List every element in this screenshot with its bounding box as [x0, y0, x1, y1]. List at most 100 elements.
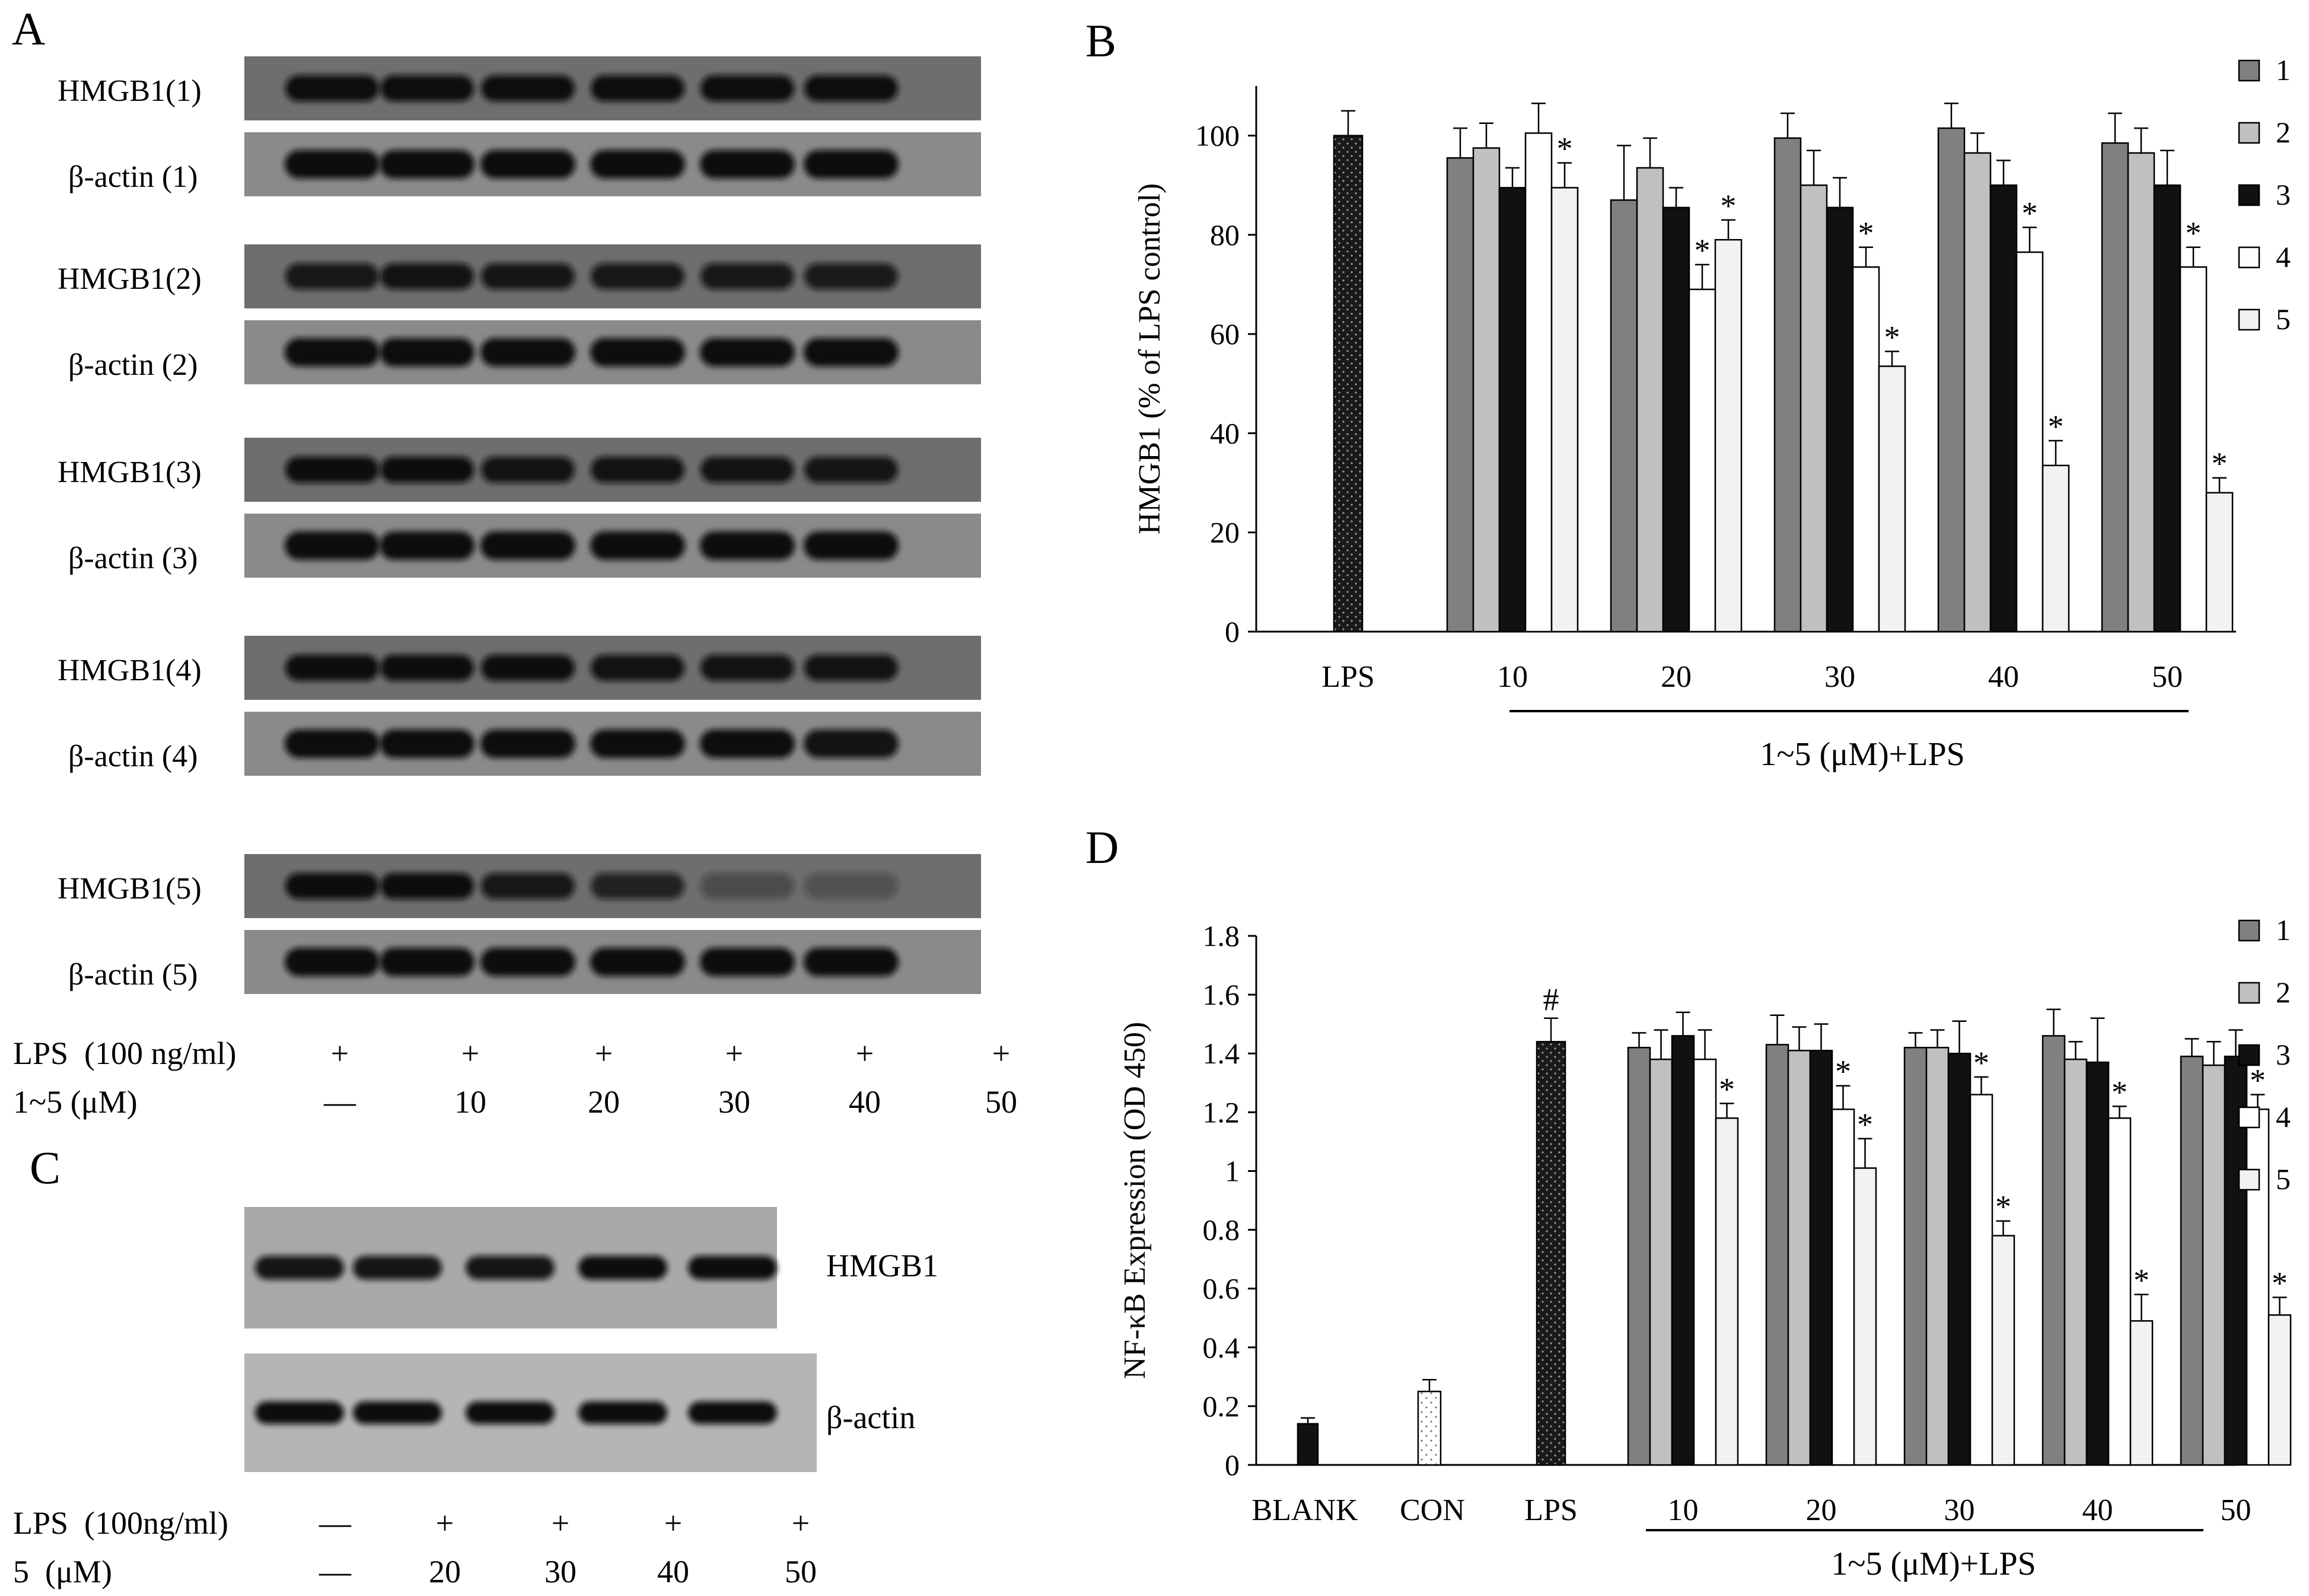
band: [591, 457, 684, 483]
panel-b-letter: B: [1085, 15, 1116, 66]
lps-plus-mark: +: [331, 1036, 349, 1071]
band: [480, 729, 575, 758]
y-tick-label: 0: [1225, 615, 1240, 648]
panel-a-blots: HMGB1(1) β-actin (1) HMGB1(2) β-actin (2) HM…: [58, 56, 981, 994]
band: [380, 150, 474, 179]
bar-series-1: [2180, 1055, 2204, 1466]
blot-hmgb1-label: HMGB1(3): [58, 455, 202, 489]
significance-star: *: [1719, 1071, 1735, 1107]
bar-series-5: [1991, 1235, 2015, 1466]
chart-b: 0 20 40 60 80 100 HMGB1 (% of LPS control) LPS *…: [1133, 53, 2291, 773]
panel-a-treatment-rows: LPS (100 ng/ml) 1~5 (μM) + + + + + + — 10 20 30 40…: [13, 1036, 1017, 1120]
legend-swatch-1: [2238, 59, 2260, 82]
bar-series-2: [2202, 1064, 2226, 1466]
x-category-label: LPS: [1524, 1493, 1578, 1527]
dose-value: 50: [785, 1554, 817, 1589]
x-category-label: 40: [1988, 660, 2019, 694]
band: [380, 655, 474, 681]
bar-series-5: [1853, 1167, 1877, 1466]
legend-label: 1: [2276, 913, 2291, 947]
band: [481, 873, 575, 899]
panel-a-row-values: + + + + + + — 10 20 30 40 50: [323, 1036, 1017, 1120]
band: [591, 655, 684, 681]
band: [804, 150, 899, 179]
blot-hmgb1-1: [244, 56, 981, 120]
bar-series-3: [2224, 1055, 2248, 1466]
band: [590, 531, 685, 560]
legend-label: 2: [2276, 116, 2291, 149]
band: [578, 1401, 667, 1424]
significance-star: *: [1835, 1054, 1851, 1090]
significance-star: *: [1695, 232, 1711, 268]
band: [804, 655, 898, 681]
blot-actin-label: β-actin (5): [68, 958, 198, 992]
legend-swatch-4: [2238, 1106, 2260, 1129]
blot-actin-1: [244, 132, 981, 196]
bar-series-5: [1715, 1117, 1739, 1466]
blot-actin-label: β-actin (1): [68, 160, 198, 194]
band: [380, 457, 474, 483]
bar-series-2: [1787, 1050, 1811, 1466]
bar-series-3: [1989, 184, 2018, 633]
band: [481, 655, 575, 681]
legend-swatch-3: [2238, 184, 2260, 206]
y-tick-label: 1.8: [1203, 919, 1240, 952]
legend-swatch-4: [2238, 246, 2260, 269]
control-bar: [1417, 1390, 1442, 1466]
x-category-label: 20: [1806, 1493, 1837, 1527]
bar-series-5: [1878, 365, 1906, 633]
bar-series-4: [2246, 1108, 2270, 1466]
blot-c-actin: [244, 1353, 817, 1472]
band: [480, 338, 575, 367]
bar-series-1: [1610, 199, 1638, 633]
blot-hmgb1-label: HMGB1(5): [58, 872, 202, 906]
panel-c-actin-label: β-actin: [826, 1400, 915, 1435]
band: [688, 1256, 777, 1280]
legend-label: 1: [2276, 53, 2291, 87]
band: [700, 75, 794, 101]
bar-series-4: [1524, 132, 1553, 633]
blot-c-hmgb1: [244, 1207, 777, 1329]
band: [380, 75, 474, 101]
bar-series-4: [2015, 251, 2044, 633]
dose-value: 40: [657, 1554, 689, 1589]
bar-series-1: [1765, 1044, 1789, 1466]
dose-value: —: [323, 1084, 356, 1120]
bar-series-2: [1925, 1047, 1950, 1466]
band: [380, 338, 474, 367]
dose-value: 30: [544, 1554, 577, 1589]
band: [285, 948, 380, 976]
legend-swatch-3: [2238, 1044, 2260, 1066]
band: [480, 948, 575, 976]
band: [700, 150, 795, 179]
significance-star: *: [2022, 195, 2038, 231]
band: [480, 150, 575, 179]
band: [590, 150, 685, 179]
bar-series-1: [1627, 1047, 1651, 1466]
band: [700, 263, 794, 289]
band: [591, 75, 684, 101]
significance-star: *: [2048, 409, 2064, 444]
x-category-label: BLANK: [1251, 1493, 1358, 1527]
band: [255, 1256, 344, 1280]
band: [700, 338, 795, 367]
bar-series-4: [1693, 1058, 1717, 1466]
x-category-label: 10: [1497, 660, 1528, 694]
y-tick-label: 1.6: [1203, 978, 1240, 1011]
bar-series-3: [2085, 1061, 2110, 1466]
dose-value: —: [319, 1554, 352, 1589]
band: [804, 948, 899, 976]
bar-series-4: [1852, 266, 1880, 633]
y-tick-label: 1.4: [1203, 1037, 1240, 1070]
band: [688, 1401, 777, 1424]
significance-star: *: [1995, 1189, 2011, 1225]
dose-value: 20: [588, 1084, 620, 1120]
bar-series-5: [1550, 187, 1579, 633]
legend-label: 4: [2276, 240, 2291, 273]
bar-series-4: [1969, 1094, 1993, 1466]
band: [700, 729, 795, 758]
y-tick-label: 0.4: [1203, 1331, 1240, 1364]
blot-actin-5: [244, 930, 981, 994]
legend-swatch-1: [2238, 919, 2260, 942]
dose-value: 40: [849, 1084, 881, 1120]
